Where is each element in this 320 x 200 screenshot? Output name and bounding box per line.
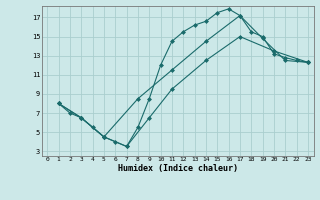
X-axis label: Humidex (Indice chaleur): Humidex (Indice chaleur) xyxy=(118,164,237,173)
